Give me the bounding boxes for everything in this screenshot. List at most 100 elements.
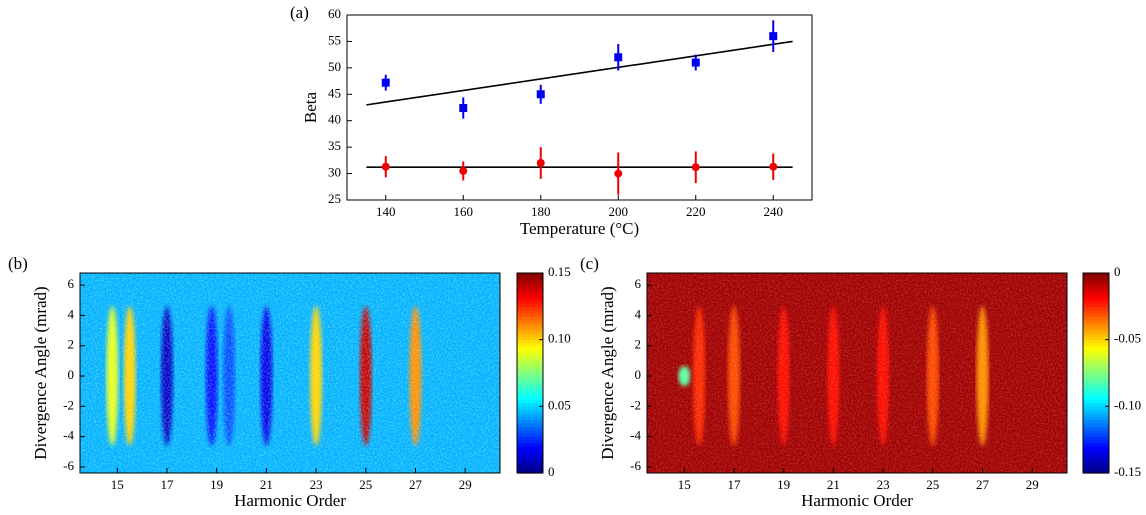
y-axis-label: Beta	[301, 91, 320, 123]
colorbar-slice	[517, 363, 543, 367]
colorbar-slice	[517, 333, 543, 337]
x-tick-label: 23	[877, 477, 890, 492]
colorbar-slice	[1083, 449, 1109, 454]
colorbar-slice	[1083, 349, 1109, 354]
y-tick-label: 30	[328, 165, 341, 180]
point	[769, 32, 778, 41]
x-tick-label: 160	[454, 204, 474, 219]
colorbar-slice	[1083, 283, 1109, 287]
colorbar-slice	[1083, 389, 1109, 394]
point	[381, 78, 390, 87]
colorbar-slice	[517, 386, 543, 391]
colorbar-tick-label: -0.10	[1114, 397, 1141, 412]
y-tick-label: 4	[635, 306, 642, 321]
colorbar-slice	[517, 419, 543, 424]
colorbar-slice	[1083, 279, 1109, 284]
colorbar-slice	[517, 343, 543, 347]
colorbar-slice	[517, 356, 543, 361]
colorbar-slice	[1083, 469, 1109, 474]
panel-label: (a)	[290, 3, 309, 22]
colorbar-slice	[1083, 353, 1109, 357]
colorbar-slice	[1083, 426, 1109, 431]
colorbar-slice	[1083, 406, 1109, 411]
y-tick-label: 55	[328, 32, 341, 47]
colorbar-slice	[517, 396, 543, 401]
point	[691, 58, 700, 67]
colorbar-slice	[517, 303, 543, 307]
x-tick-label: 17	[727, 477, 741, 492]
colorbar-slice	[517, 319, 543, 324]
x-tick-label: 240	[764, 204, 784, 219]
y-tick-label: 45	[328, 85, 341, 100]
point	[381, 162, 390, 171]
colorbar-slice	[517, 329, 543, 334]
colorbar-slice	[517, 279, 543, 284]
colorbar-frame	[516, 272, 544, 474]
x-tick-label: 23	[310, 477, 323, 492]
colorbar-slice	[517, 469, 543, 474]
colorbar-slice	[517, 433, 543, 437]
y-tick-label: -4	[63, 428, 74, 443]
colorbar-slice	[517, 399, 543, 404]
colorbar-slice	[1083, 403, 1109, 407]
colorbar-slice	[1083, 433, 1109, 437]
colorbar-slice	[517, 383, 543, 387]
x-tick-label: 29	[459, 477, 472, 492]
point	[536, 90, 545, 99]
colorbar-slice	[1083, 296, 1109, 301]
colorbar-slice	[1083, 276, 1109, 281]
colorbar-slice	[1083, 423, 1109, 427]
x-tick-label: 27	[976, 477, 990, 492]
colorbar-slice	[517, 393, 543, 397]
colorbar-slice	[517, 346, 543, 351]
x-axis-label: Harmonic Order	[234, 491, 346, 510]
colorbar-slice	[517, 449, 543, 454]
colorbar-slice	[517, 313, 543, 317]
colorbar-slice	[517, 369, 543, 374]
y-tick-label: 2	[635, 337, 642, 352]
y-tick-label: 0	[68, 367, 75, 382]
colorbar-slice	[1083, 419, 1109, 424]
colorbar-slice	[1083, 456, 1109, 461]
x-tick-label: 180	[531, 204, 551, 219]
plot-frame	[346, 14, 813, 201]
colorbar-slice	[517, 359, 543, 364]
colorbar-slice	[517, 276, 543, 281]
colorbar-slice	[1083, 386, 1109, 391]
colorbar-slice	[1083, 346, 1109, 351]
colorbar-slice	[517, 283, 543, 287]
colorbar-slice	[517, 453, 543, 457]
colorbar-slice	[517, 416, 543, 421]
colorbar-slice	[1083, 376, 1109, 381]
colorbar-slice	[517, 443, 543, 447]
x-tick-label: 15	[678, 477, 691, 492]
y-tick-label: 35	[328, 138, 341, 153]
colorbar-slice	[517, 456, 543, 461]
colorbar-slice	[1083, 393, 1109, 397]
x-tick-label: 220	[686, 204, 706, 219]
x-tick-label: 19	[210, 477, 223, 492]
colorbar-slice	[517, 389, 543, 394]
point	[769, 162, 778, 171]
x-tick-label: 25	[359, 477, 372, 492]
y-tick-label: 40	[328, 112, 341, 127]
x-axis-label: Temperature (°C)	[520, 219, 639, 238]
x-tick-label: 15	[111, 477, 124, 492]
colorbar-slice	[517, 273, 543, 277]
colorbar-slice	[517, 466, 543, 471]
x-axis-label: Harmonic Order	[801, 491, 913, 510]
colorbar-slice	[517, 316, 543, 321]
plot-frame	[646, 272, 1068, 474]
colorbar-frame	[1082, 272, 1110, 474]
colorbar-slice	[1083, 443, 1109, 447]
colorbar-slice	[1083, 459, 1109, 464]
x-tick-label: 21	[260, 477, 273, 492]
colorbar-slice	[517, 323, 543, 327]
colorbar-slice	[517, 429, 543, 434]
noise-texture	[80, 273, 500, 473]
colorbar-slice	[517, 436, 543, 441]
colorbar-slice	[1083, 466, 1109, 471]
colorbar-slice	[517, 286, 543, 291]
colorbar-slice	[517, 439, 543, 444]
